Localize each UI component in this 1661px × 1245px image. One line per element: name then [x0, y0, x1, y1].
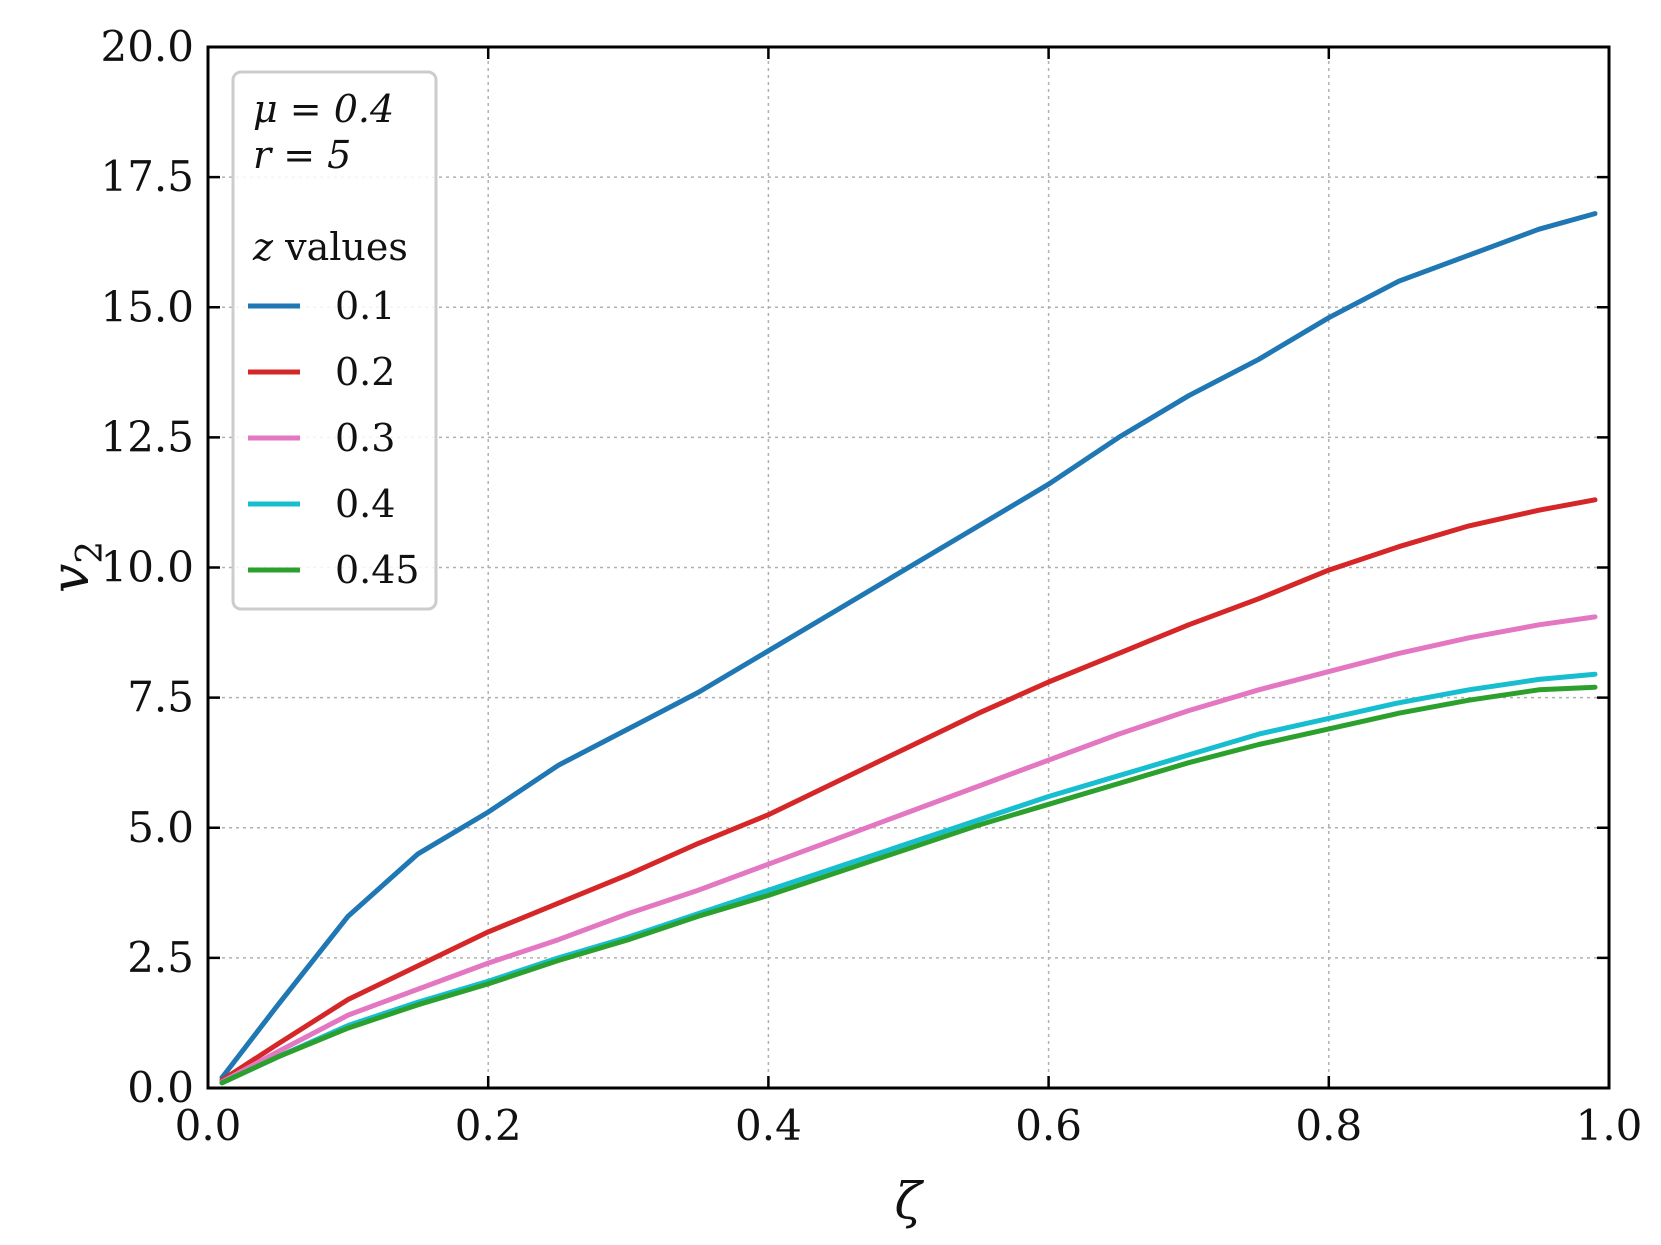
legend: μ = 0.4 r = 5 z values 0.1 0.2 0.3 0.4 0.45: [231, 70, 438, 611]
legend-title-var: z: [252, 225, 274, 269]
legend-label-z-0.4: 0.4: [335, 482, 395, 526]
y-tick-label: 7.5: [127, 673, 194, 722]
series-line-z-0.1: [219, 211, 1598, 1081]
y-tick-label: 12.5: [100, 412, 194, 461]
legend-title-rest: values: [273, 225, 408, 269]
y-axis-title-subscript: 2: [70, 541, 111, 564]
y-axis-title-main: v: [41, 564, 101, 593]
y-tick-label: 20.0: [100, 22, 194, 71]
series-lines: [219, 211, 1598, 1086]
legend-label-z-0.1: 0.1: [335, 284, 395, 328]
svg-text:v2: v2: [41, 541, 111, 593]
x-tick-label: 0.8: [1295, 1101, 1362, 1150]
y-axis-title: v2: [41, 541, 111, 593]
annotation-mu: μ = 0.4: [253, 87, 394, 131]
y-tick-label: 0.0: [127, 1063, 194, 1112]
axis-ticks: [206, 45, 1611, 1090]
series-line-z-0.2: [219, 497, 1598, 1083]
series-line-z-0.3: [219, 614, 1598, 1085]
series-line-z-0.45: [219, 684, 1598, 1086]
tick-labels: 0.0 0.2 0.4 0.6 0.8 1.0 0.0 2.5 5.0 7.5 10.0 12.5 15…: [100, 22, 1642, 1150]
x-tick-label: 0.2: [455, 1101, 522, 1150]
x-tick-label: 0.0: [175, 1101, 242, 1150]
annotation-r: r = 5: [253, 133, 351, 177]
y-tick-label: 15.0: [100, 282, 194, 331]
y-tick-label: 10.0: [100, 543, 194, 592]
legend-title: z values: [252, 225, 408, 269]
legend-entries: 0.1 0.2 0.3 0.4 0.45: [248, 284, 420, 592]
x-tick-label: 0.4: [735, 1101, 802, 1150]
legend-box: [231, 70, 438, 611]
legend-label-z-0.3: 0.3: [335, 416, 395, 460]
x-tick-label: 0.6: [1015, 1101, 1082, 1150]
legend-label-z-0.45: 0.45: [335, 548, 420, 592]
y-tick-label: 2.5: [127, 933, 194, 982]
y-tick-label: 17.5: [100, 152, 194, 201]
legend-label-z-0.2: 0.2: [335, 350, 395, 394]
x-axis-title: ζ: [894, 1172, 924, 1230]
y-tick-label: 5.0: [127, 803, 194, 852]
x-tick-label: 1.0: [1576, 1101, 1643, 1150]
